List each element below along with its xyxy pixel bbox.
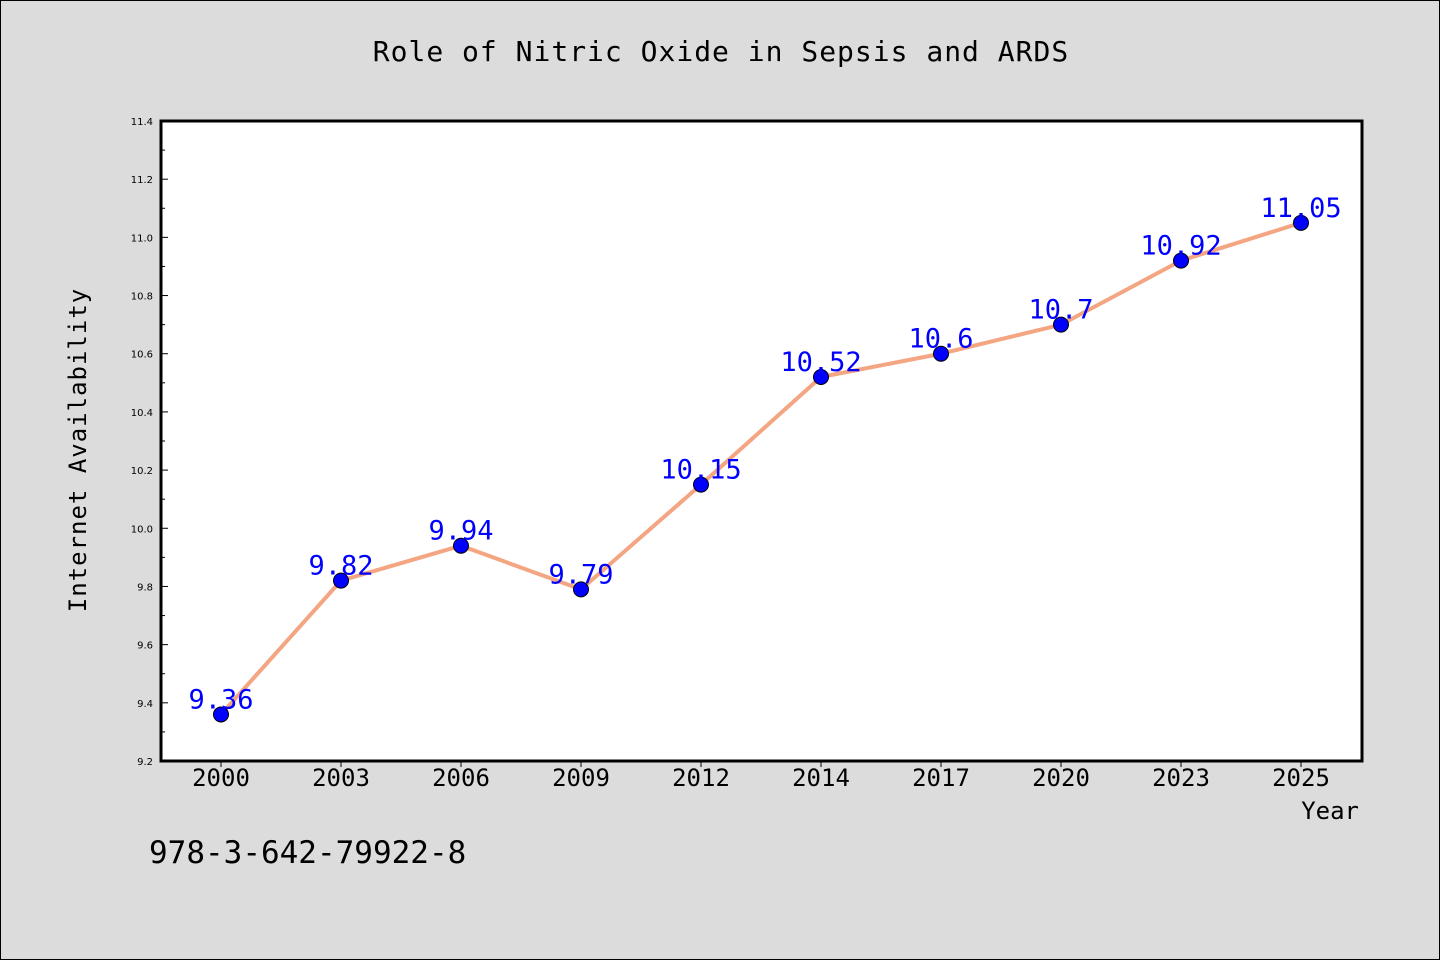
data-label: 10.52 (780, 347, 861, 378)
y-tick-label: 10.4 (131, 408, 153, 419)
x-tick-label: 2017 (912, 764, 970, 792)
data-label: 9.79 (548, 559, 613, 590)
chart-title: Role of Nitric Oxide in Sepsis and ARDS (372, 35, 1070, 68)
x-tick-label: 2014 (792, 764, 850, 792)
plot-area (159, 119, 1364, 763)
data-point (813, 369, 829, 385)
y-tick-label: 11.4 (131, 117, 153, 128)
data-label: 11.05 (1260, 193, 1341, 224)
y-tick-label: 9.4 (137, 699, 153, 710)
data-point (693, 476, 709, 493)
data-label: 10.92 (1140, 231, 1221, 262)
y-tick-label: 9.6 (137, 641, 153, 652)
x-tick-label: 2009 (552, 764, 610, 792)
x-tick-label: 2025 (1272, 764, 1330, 792)
data-series: 9.36 9.82 9.94 9.79 10.15 10.52 10.6 10.7 10.92 1… (188, 193, 1342, 723)
x-tick-label: 2020 (1032, 764, 1090, 792)
x-tick-label: 2023 (1152, 764, 1210, 792)
data-point (933, 345, 949, 362)
x-axis-label: Year (1301, 797, 1359, 825)
data-point (1173, 252, 1189, 269)
y-axis-ticks: 9.2 9.4 9.6 9.8 10.0 10.2 10.4 10.6 10.8 11.0 11.2… (131, 117, 168, 768)
y-tick-label: 10.0 (131, 524, 153, 535)
series-line (219, 220, 1303, 717)
data-label: 9.82 (308, 551, 373, 582)
data-label: 10.15 (660, 455, 741, 486)
y-tick-label: 11.0 (131, 233, 153, 244)
x-tick-label: 2003 (312, 764, 370, 792)
isbn-text: 978-3-642-79922-8 (149, 835, 467, 871)
y-tick-label: 10.8 (131, 292, 153, 303)
data-label: 10.6 (908, 324, 973, 355)
x-axis-ticks: 2000 2003 2006 2009 2012 2014 2017 2020 2023 2025 (192, 761, 1330, 792)
y-tick-label: 10.2 (131, 466, 153, 477)
data-label: 9.94 (428, 516, 493, 547)
data-point (453, 537, 469, 554)
x-tick-label: 2006 (432, 764, 490, 792)
y-tick-label: 11.2 (131, 175, 153, 186)
data-point (573, 581, 589, 598)
data-point (1293, 214, 1309, 231)
y-tick-label: 9.8 (137, 582, 153, 593)
data-point (333, 572, 349, 589)
y-tick-label: 9.2 (137, 757, 153, 768)
y-tick-label: 10.6 (131, 350, 153, 361)
data-point (213, 706, 229, 723)
data-label: 10.7 (1028, 295, 1093, 326)
x-tick-label: 2012 (672, 764, 730, 792)
x-tick-label: 2000 (192, 764, 250, 792)
data-label: 9.36 (188, 684, 253, 715)
data-point (1053, 316, 1069, 333)
